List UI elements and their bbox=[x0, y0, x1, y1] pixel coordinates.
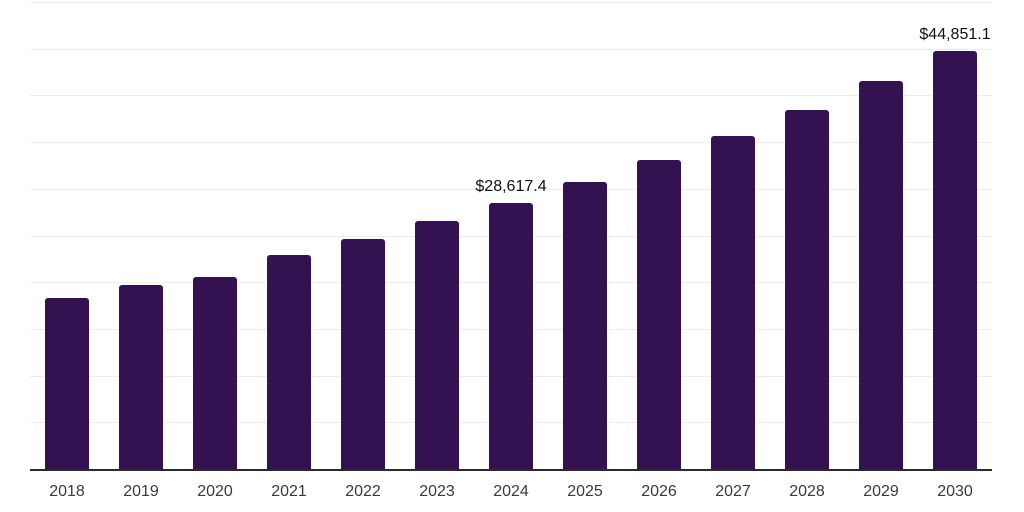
bar-column-2026 bbox=[622, 3, 696, 470]
bars-row: $28,617.4 $44,851.1 bbox=[30, 3, 992, 470]
x-tick-label-2018: 2018 bbox=[49, 483, 85, 500]
x-tick-label-2025: 2025 bbox=[567, 483, 603, 500]
gridline-50000 bbox=[30, 2, 992, 3]
bar-2027 bbox=[711, 136, 755, 470]
bar-2019 bbox=[119, 284, 163, 470]
gridline-30000 bbox=[30, 188, 992, 190]
bar-column-2029 bbox=[844, 3, 918, 470]
bar-2021 bbox=[267, 254, 311, 470]
bar-2020 bbox=[193, 276, 237, 470]
bar-2025 bbox=[563, 181, 607, 470]
gridline-45000 bbox=[30, 48, 992, 50]
bar-value-label-2030: $44,851.1 bbox=[919, 26, 991, 44]
x-tick-label-2028: 2028 bbox=[789, 483, 825, 500]
x-tick-label-2020: 2020 bbox=[197, 483, 233, 500]
bar-2029 bbox=[859, 81, 903, 470]
bar-2023 bbox=[415, 221, 459, 470]
bar-2018 bbox=[45, 298, 89, 470]
x-tick-label-2024: 2024 bbox=[493, 483, 529, 500]
gridline-35000 bbox=[30, 142, 992, 144]
bar-2026 bbox=[637, 159, 681, 470]
bar-column-2028 bbox=[770, 3, 844, 470]
x-tick-label-2023: 2023 bbox=[419, 483, 455, 500]
bar-column-2023 bbox=[400, 3, 474, 470]
x-tick-label-2019: 2019 bbox=[123, 483, 159, 500]
bar-column-2024: $28,617.4 bbox=[474, 3, 548, 470]
x-axis-line bbox=[30, 469, 992, 471]
bar-2028 bbox=[785, 110, 829, 470]
bar-column-2025 bbox=[548, 3, 622, 470]
x-tick-label-2027: 2027 bbox=[715, 483, 751, 500]
bar-column-2022 bbox=[326, 3, 400, 470]
bar-column-2019 bbox=[104, 3, 178, 470]
bar-column-2030: $44,851.1 bbox=[918, 3, 992, 470]
x-tick-label-2022: 2022 bbox=[345, 483, 381, 500]
bar-column-2021 bbox=[252, 3, 326, 470]
bar-column-2027 bbox=[696, 3, 770, 470]
bar-value-label-2024: $28,617.4 bbox=[475, 177, 547, 195]
bar-column-2018 bbox=[30, 3, 104, 470]
bar-2024 bbox=[489, 202, 533, 470]
x-tick-label-2029: 2029 bbox=[863, 483, 899, 500]
bar-2022 bbox=[341, 238, 385, 470]
x-tick-label-2030: 2030 bbox=[937, 483, 973, 500]
gridline-40000 bbox=[30, 95, 992, 97]
plot-area: $28,617.4 $44,851.1 bbox=[30, 2, 992, 470]
x-tick-label-2021: 2021 bbox=[271, 483, 307, 500]
bar-2030 bbox=[933, 51, 977, 470]
bar-column-2020 bbox=[178, 3, 252, 470]
x-tick-label-2026: 2026 bbox=[641, 483, 677, 500]
x-axis: 2018 2019 2020 2021 2022 2023 2024 2025 2026 2027… bbox=[30, 483, 992, 501]
